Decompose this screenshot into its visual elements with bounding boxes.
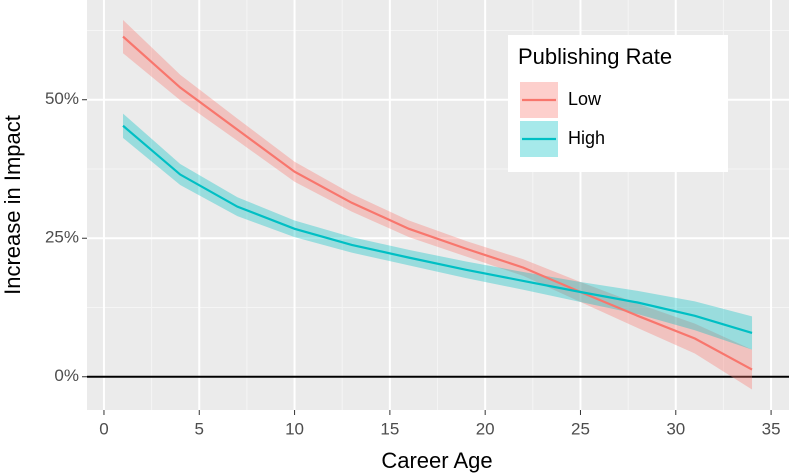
x-tick-label: 20 [476,419,495,438]
line [122,124,753,335]
legend-title: Publishing Rate [518,44,672,69]
legend-label: High [568,128,605,148]
x-tick-label: 5 [195,419,204,438]
y-tick-label: 50% [45,89,79,108]
x-tick-label: 10 [285,419,304,438]
legend-box [508,35,728,172]
y-tick-label: 0% [54,366,79,385]
confidence-band [123,113,753,350]
x-tick-label: 15 [380,419,399,438]
legend-label: Low [568,89,602,109]
x-tick-label: 0 [99,419,108,438]
x-tick-label: 25 [571,419,590,438]
x-axis-title: Career Age [381,448,492,473]
x-tick-label: 30 [666,419,685,438]
x-tick-label: 35 [762,419,781,438]
line [122,35,753,371]
y-tick-label: 25% [45,228,79,247]
y-axis-title: Increase in Impact [0,115,25,295]
